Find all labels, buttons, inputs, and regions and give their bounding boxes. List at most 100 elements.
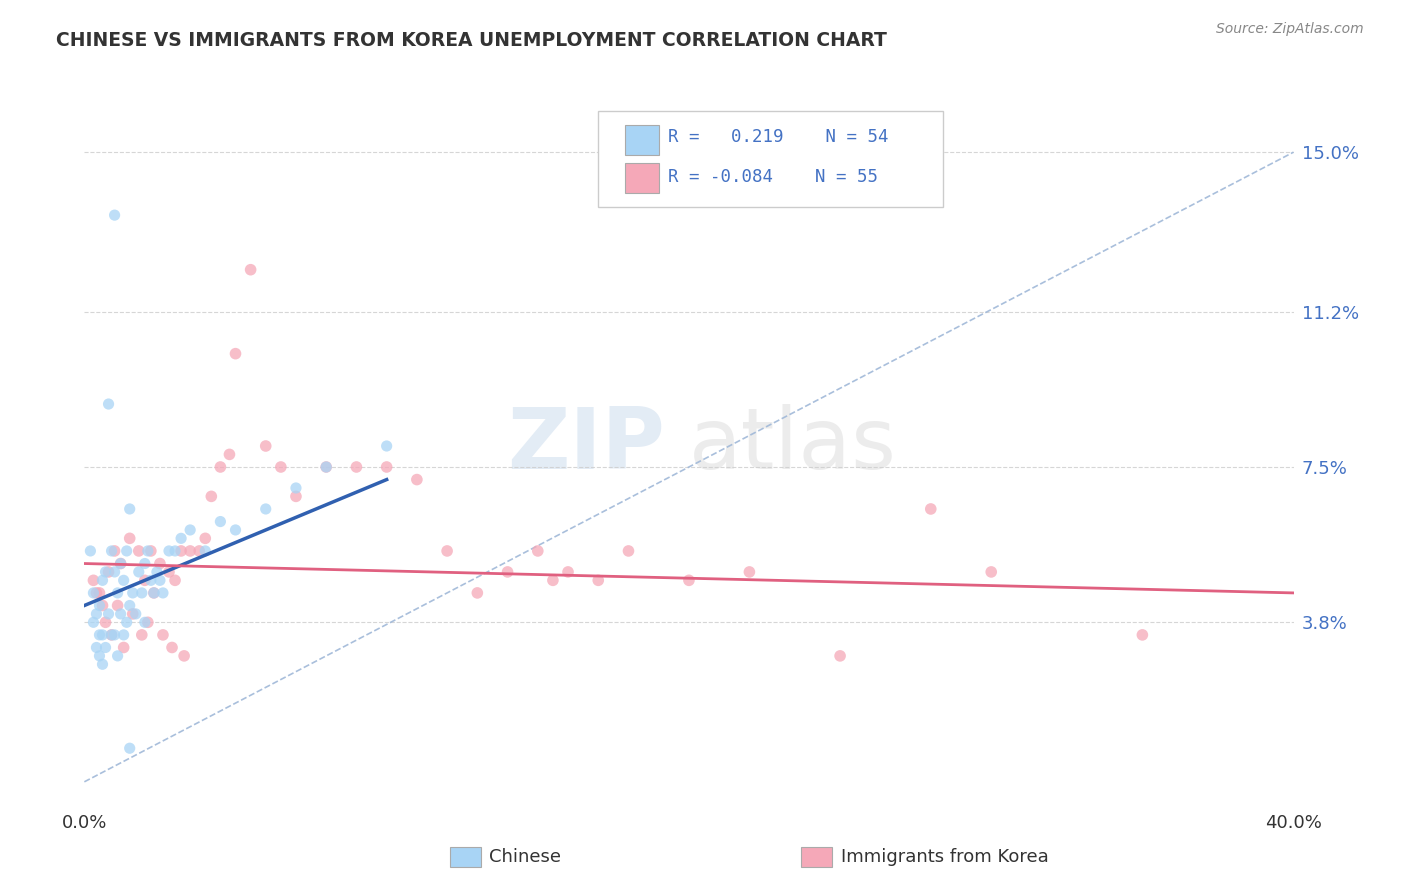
Point [79,544,101,558]
Point [89,586,111,600]
Point [315,460,337,475]
Point [112,574,135,588]
Point [89,628,111,642]
Point [110,557,132,571]
Point [112,628,135,642]
Point [94,640,117,655]
Point [100,544,122,558]
Point [149,557,172,571]
Point [115,615,138,630]
Point [170,532,193,546]
Point [225,523,247,537]
Point [97,607,120,621]
Point [110,607,132,621]
Point [588,574,610,588]
Point [104,544,127,558]
Point [139,574,162,588]
Point [152,628,174,642]
Point [160,640,183,655]
Point [131,586,153,600]
Point [225,346,247,360]
Point [128,544,150,558]
Point [104,628,127,642]
Point [165,574,187,588]
Point [179,523,201,537]
Text: Chinese: Chinese [489,848,561,866]
Point [173,648,195,663]
Point [239,262,262,277]
FancyBboxPatch shape [599,111,943,207]
Point [557,565,579,579]
Point [125,607,148,621]
Point [346,460,368,475]
Point [315,460,337,475]
Point [118,502,141,516]
Point [107,586,129,600]
Point [738,565,761,579]
Point [1132,628,1154,642]
Point [254,502,277,516]
Point [136,615,159,630]
Point [200,489,222,503]
Point [118,741,141,756]
Point [134,557,156,571]
Point [152,586,174,600]
Point [86,640,108,655]
Text: R = -0.084    N = 55: R = -0.084 N = 55 [668,168,879,186]
Point [91,628,114,642]
Point [136,544,159,558]
Point [134,615,156,630]
Point [121,586,143,600]
Point [107,599,129,613]
Point [209,460,232,475]
Point [97,397,120,411]
Text: atlas: atlas [689,404,897,488]
Point [91,657,114,672]
Point [91,599,114,613]
Point [118,532,141,546]
Point [104,208,127,222]
Point [146,565,169,579]
Point [209,515,232,529]
Text: R =   0.219    N = 54: R = 0.219 N = 54 [668,128,889,146]
Text: Source: ZipAtlas.com: Source: ZipAtlas.com [1216,22,1364,37]
Point [218,447,240,461]
Point [254,439,277,453]
Point [142,586,165,600]
Point [436,544,458,558]
Point [830,648,852,663]
Point [980,565,1002,579]
Point [270,460,292,475]
Point [82,586,104,600]
Point [165,544,187,558]
Point [82,574,104,588]
Point [118,599,141,613]
Point [285,481,308,495]
Point [496,565,519,579]
Point [157,544,180,558]
Point [920,502,942,516]
Point [467,586,489,600]
Point [527,544,550,558]
Point [110,557,132,571]
Point [375,460,398,475]
Point [107,648,129,663]
Point [194,532,217,546]
Point [97,565,120,579]
Point [115,544,138,558]
Text: ZIP: ZIP [508,404,665,488]
Point [149,574,172,588]
Point [94,565,117,579]
Point [82,615,104,630]
Point [139,544,162,558]
Text: Immigrants from Korea: Immigrants from Korea [841,848,1049,866]
Point [86,607,108,621]
Point [188,544,211,558]
Point [121,607,143,621]
Point [375,439,398,453]
Point [179,544,201,558]
Point [194,544,217,558]
Point [128,565,150,579]
FancyBboxPatch shape [624,125,659,154]
Point [131,628,153,642]
